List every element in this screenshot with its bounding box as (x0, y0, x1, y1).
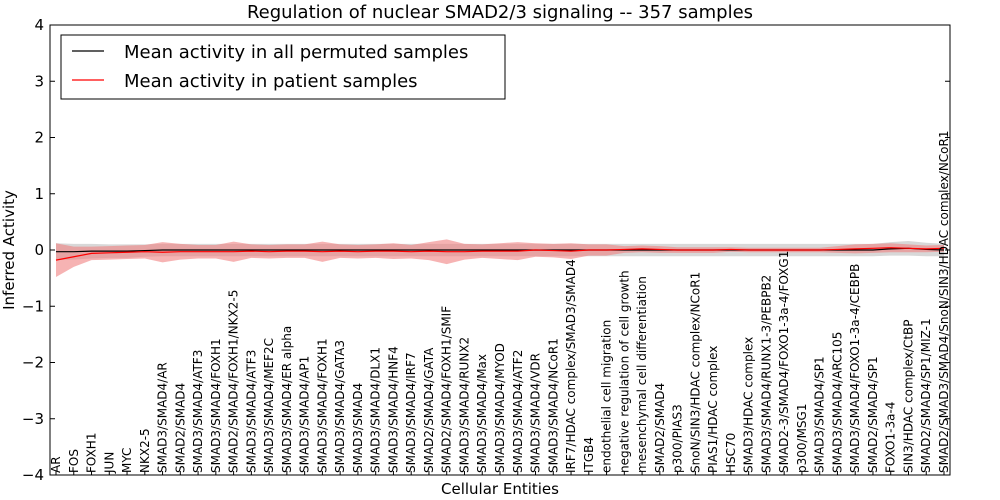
x-tick-label: SMAD3/SMAD4/ATF3 (244, 350, 258, 473)
x-tick-label: FOS (67, 449, 81, 473)
y-tick-label: 2 (34, 129, 44, 147)
y-ticks: −4 −3 −2 −1 0 1 2 3 4 (22, 16, 950, 484)
y-tick-label: −4 (22, 466, 44, 484)
x-tick-label: SIN3/HDAC complex/CtBP (901, 319, 915, 473)
y-tick-label: 1 (34, 185, 44, 203)
y-tick-label: −1 (22, 297, 44, 315)
x-tick-label: SMAD3/SMAD4/ER alpha (280, 326, 294, 473)
x-tick-label: SMAD3/SMAD4/FOXH1 (209, 338, 223, 473)
x-tick-label: SMAD2/SMAD4/SP1/MIZ-1 (919, 318, 933, 473)
band-patient (56, 239, 944, 277)
x-tick-label: p300/MSG1 (795, 404, 809, 473)
y-tick-label: −2 (22, 354, 44, 372)
x-tick-label: SMAD3/SMAD4 (351, 383, 365, 473)
x-tick-label: SMAD2/SMAD4/FOXH1/NKX2-5 (227, 290, 241, 473)
y-tick-label: 3 (34, 72, 44, 90)
x-tick-label: PIAS1/HDAC complex (706, 346, 720, 473)
chart-title: Regulation of nuclear SMAD2/3 signaling … (247, 2, 753, 23)
x-tick-label: SMAD2/SMAD4 (173, 383, 187, 473)
legend-label-permuted: Mean activity in all permuted samples (124, 42, 468, 63)
x-axis-label: Cellular Entities (441, 480, 559, 498)
x-tick-label: SMAD3/SMAD4/DLX1 (369, 347, 383, 473)
x-tick-label: SMAD3/SMAD4/IRF7 (404, 352, 418, 473)
lines-layer (55, 247, 945, 261)
plot-frame (49, 24, 951, 476)
x-tick-label: SMAD3/SMAD4/ATF3 (191, 350, 205, 473)
x-tick-label: SMAD3/SMAD4/AR (156, 362, 170, 473)
x-tick-label: SMAD3/SMAD4/Max (475, 354, 489, 473)
x-tick-label: SMAD3/HDAC complex (742, 337, 756, 473)
bands-layer (56, 239, 944, 277)
x-tick-label: SMAD2/SMAD4/SP1 (866, 356, 880, 473)
x-tick-label: SMAD3/SMAD4/AP1 (298, 356, 312, 473)
x-tick-label: SMAD2/SMAD4 (653, 383, 667, 473)
x-tick-label: SMAD2/SMAD4/FOXH1/SMIF (440, 306, 454, 473)
x-tick-label: p300/PIAS3 (671, 404, 685, 473)
x-tick-label: endothelial cell migration (600, 320, 614, 473)
series-line-patient (55, 247, 945, 261)
x-tick-label: FOXO1-3a-4 (884, 402, 898, 473)
x-tick-label: SMAD2/SMAD3/SMAD4/SnoN/SIN3/HDAC complex… (937, 131, 951, 474)
x-tick-label: AR (49, 456, 63, 473)
x-tick-label: HSC70 (724, 433, 738, 473)
x-tick-labels: AR FOS FOXH1 JUN MYC NKX2-5 SMAD3/SMAD4/AR SMAD… (49, 131, 951, 475)
y-axis-label: Inferred Activity (0, 190, 18, 310)
x-tick-label: SMAD3/SMAD4/VDR (529, 353, 543, 473)
x-tick-label: MYC (120, 448, 134, 473)
x-tick-label: FOXH1 (85, 433, 99, 473)
x-tick-label: SMAD3/SMAD4/NCoR1 (546, 338, 560, 473)
x-tick-label: negative regulation of cell growth (617, 270, 631, 473)
x-tick-label: NKX2-5 (138, 428, 152, 473)
x-tick-label: SMAD3/SMAD4/FOXO1-3a-4/CEBPB (848, 264, 862, 473)
x-tick-label: SMAD3/SMAD4/FOXH1 (315, 338, 329, 473)
y-tick-label: 0 (34, 241, 44, 259)
x-tick-label: SnoN/SIN3/HDAC complex/NCoR1 (688, 272, 702, 473)
x-tick-label: IRF7/HDAC complex/SMAD3/SMAD4 (564, 259, 578, 473)
legend-label-patient: Mean activity in patient samples (124, 71, 418, 92)
y-tick-label: 4 (34, 16, 44, 34)
x-tick-label: SMAD2-3/SMAD4/FOXO1-3a-4/FOXG1 (777, 251, 791, 473)
x-tick-label: SMAD3/SMAD4/RUNX2 (457, 337, 471, 473)
x-tick-label: SMAD3/SMAD4/GATA3 (333, 340, 347, 473)
x-tick-label: SMAD3/SMAD4/RUNX1-3/PEBPB2 (759, 275, 773, 473)
y-tick-label: −3 (22, 410, 44, 428)
x-tick-label: SMAD3/SMAD4/ARC105 (830, 332, 844, 473)
x-tick-label: JUN (102, 452, 116, 474)
x-tick-label: mesenchymal cell differentiation (635, 276, 649, 473)
legend: Mean activity in all permuted samples Me… (60, 34, 506, 100)
x-tick-label: SMAD3/SMAD4/MEF2C (262, 338, 276, 473)
x-tick-label: SMAD3/SMAD4/SP1 (813, 356, 827, 473)
x-tick-label: SMAD3/SMAD4/ATF2 (511, 350, 525, 473)
legend-box (60, 34, 506, 100)
x-tick-label: ITGB4 (582, 437, 596, 473)
x-tick-label: SMAD3/SMAD4/MYOD (493, 343, 507, 473)
x-tick-label: SMAD3/SMAD4/HNF4 (386, 346, 400, 473)
x-tick-label: SMAD2/SMAD4/GATA (422, 347, 436, 473)
